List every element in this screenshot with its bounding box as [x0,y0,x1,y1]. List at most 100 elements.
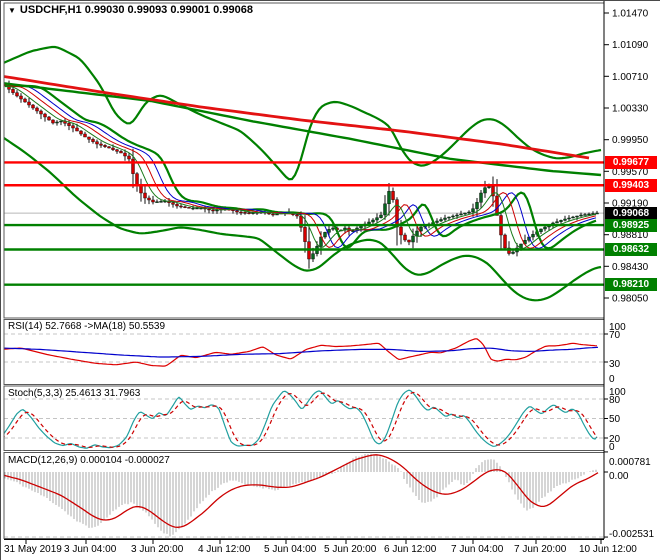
candle-body [479,192,483,203]
candle-body [123,152,127,157]
stoch-panel-group [4,389,604,449]
candle-body [539,228,543,232]
candle-body [115,149,119,152]
candle-body [275,213,279,216]
candle-body [191,207,195,210]
candle-body [443,217,447,220]
candle-body [407,239,411,243]
time-axis-label: 3 Jun 04:00 [64,544,117,555]
candle-body [83,133,87,138]
candle-body [471,208,475,213]
candle-body [415,230,419,237]
candle-body [159,201,163,203]
candle-body [207,208,211,211]
indicator-axis-label: 80 [609,395,621,406]
candle-body [103,145,107,147]
candle-body [459,213,463,216]
time-axis-label: 5 Jun 04:00 [264,544,317,555]
candle-body [383,203,387,216]
time-axis-label: 7 Jun 04:00 [451,544,504,555]
candle-body [295,214,299,217]
indicator-axis-label: 100 [609,322,626,333]
price-axis-label: 0.99190 [612,199,649,210]
candle-body [419,226,423,232]
candle-body [475,202,479,209]
candle-body [379,214,383,218]
candle-body [215,209,219,212]
candle-body [39,110,43,115]
candle-body [495,195,499,216]
candle-body [359,225,363,229]
candle-body [579,214,583,217]
candle-body [247,212,251,214]
price-axis-label: 0.98430 [612,262,649,273]
indicator-axis-label: 0.000781 [609,457,651,468]
chart-title: ▼ USDCHF,H1 0.99030 0.99093 0.99001 0.990… [8,4,253,16]
candle-body [195,207,199,210]
candle-body [303,227,307,242]
candle-body [239,211,243,214]
candle-body [503,234,507,249]
candle-body [575,215,579,218]
price-axis-label: 0.98050 [612,294,649,305]
candle-body [107,146,111,149]
stoch-indicator-label: Stoch(5,3,3) 25.4613 31.7963 [8,388,141,399]
rsi-ma-line [4,346,599,358]
candle-body [587,213,591,216]
price-axis-label: 0.99950 [612,135,649,146]
candle-body [483,187,487,194]
candle-body [439,219,443,222]
time-axis-label: 3 Jun 20:00 [131,544,184,555]
candle-body [531,234,535,238]
macd-indicator-label: MACD(12,26,9) 0.000104 -0.000027 [8,455,170,466]
stoch-d-line [4,391,598,449]
rsi-indicator-label: RSI(14) 52.7668 ->MA(18) 50.5539 [8,321,166,332]
time-axis-label: 5 Jun 20:00 [324,544,377,555]
candle-body [331,227,335,230]
candle-body [323,232,327,238]
candle-body [351,230,355,232]
candle-body [71,125,75,129]
candle-body [127,155,131,160]
candle-body [75,127,79,132]
candle-body [67,123,71,126]
price-tag-0.99403: 0.99403 [605,178,657,192]
price-tag-0.99068: 0.99068 [605,206,657,220]
indicator-axis-label: 0 [609,374,615,385]
price-axis-label: 1.00330 [612,104,649,115]
candle-body [447,216,451,219]
symbol-dropdown-icon[interactable]: ▼ [8,6,16,15]
candle-body [543,226,547,230]
candle-body [451,215,455,218]
price-tag-0.98632: 0.98632 [605,243,657,256]
candle-body [171,202,175,205]
price-axis-label: 1.01470 [612,9,649,20]
time-axis-label: 6 Jun 12:00 [384,544,437,555]
price-axis-label: 1.01090 [612,40,649,51]
candle-body [179,205,183,208]
candle-body [47,116,51,121]
candle-body [91,139,95,142]
price-axis-label: 0.99570 [612,167,649,178]
indicator-axis-label: 20 [609,434,621,445]
candle-body [467,211,471,214]
candle-body [367,221,371,225]
candle-body [135,173,139,186]
candle-body [595,212,599,215]
candle-body [243,212,247,214]
candle-body [131,158,135,174]
candle-body [311,253,315,260]
ma-red-line [5,85,597,249]
price-axis-label: 1.00710 [612,72,649,83]
candle-body [11,89,15,93]
candle-body [371,219,375,223]
candle-body [387,191,391,205]
candle-body [99,143,103,146]
candle-body [411,235,415,243]
ma-green-line [4,85,597,249]
price-axis-label: 0.98810 [612,230,649,241]
long-green-ma-line [4,82,602,177]
candle-body [399,226,403,236]
